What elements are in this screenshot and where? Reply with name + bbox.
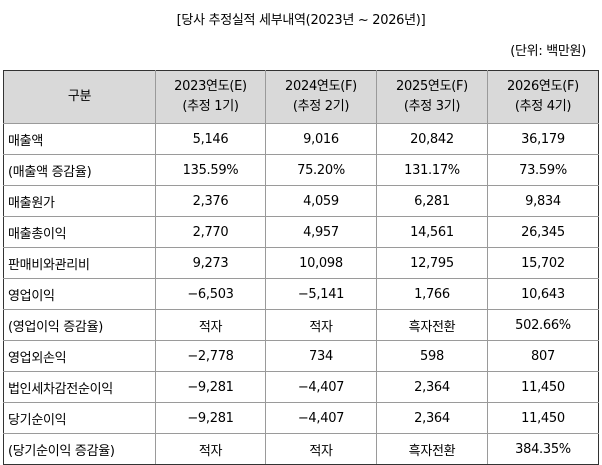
- row-label: 영업외손익: [3, 340, 156, 372]
- column-header-2025: 2025연도(F) (추정 3기): [376, 70, 488, 124]
- column-year: 2026연도(F): [507, 79, 579, 94]
- table-cell: 11,450: [487, 402, 599, 434]
- table-cell: 15,702: [487, 247, 599, 279]
- row-label: (영업이익 증감율): [3, 309, 156, 341]
- row-label: 매출원가: [3, 185, 156, 217]
- table-cell: 4,059: [265, 185, 377, 217]
- table-cell: 흑자전환: [376, 433, 488, 465]
- column-year: 2024연도(F): [285, 79, 357, 94]
- table-cell: 502.66%: [487, 309, 599, 341]
- table-cell: 75.20%: [265, 154, 377, 186]
- table-cell: 73.59%: [487, 154, 599, 186]
- table-row: (영업이익 증감율) 적자 적자 흑자전환 502.66%: [3, 309, 599, 341]
- table-header-row: 구분 2023연도(E) (추정 1기) 2024연도(F) (추정 2기) 2…: [3, 70, 599, 124]
- table-cell: 9,834: [487, 185, 599, 217]
- table-cell: 적자: [265, 433, 377, 465]
- table-row: 영업이익 −6,503 −5,141 1,766 10,643: [3, 278, 599, 310]
- table-cell: 2,364: [376, 371, 488, 403]
- table-cell: 11,450: [487, 371, 599, 403]
- table-row: (매출액 증감율) 135.59% 75.20% 131.17% 73.59%: [3, 154, 599, 186]
- table-cell: −4,407: [265, 371, 377, 403]
- table-row: 당기순이익 −9,281 −4,407 2,364 11,450: [3, 402, 599, 434]
- row-label: 판매비와관리비: [3, 247, 156, 279]
- column-year: 2025연도(F): [396, 79, 468, 94]
- row-label: 매출총이익: [3, 216, 156, 248]
- column-note: (추정 1기): [182, 99, 239, 114]
- table-cell: 적자: [155, 433, 266, 465]
- table-row: 판매비와관리비 9,273 10,098 12,795 15,702: [3, 247, 599, 279]
- table-cell: 26,345: [487, 216, 599, 248]
- table-cell: 131.17%: [376, 154, 488, 186]
- table-cell: 36,179: [487, 123, 599, 155]
- table-cell: −4,407: [265, 402, 377, 434]
- table-row: 법인세차감전순이익 −9,281 −4,407 2,364 11,450: [3, 371, 599, 403]
- table-cell: −5,141: [265, 278, 377, 310]
- table-cell: 12,795: [376, 247, 488, 279]
- table-row: 매출원가 2,376 4,059 6,281 9,834: [3, 185, 599, 217]
- column-header-2023: 2023연도(E) (추정 1기): [155, 70, 266, 124]
- column-note: (추정 4기): [514, 99, 572, 114]
- table-cell: 807: [487, 340, 599, 372]
- column-note: (추정 3기): [403, 99, 461, 114]
- table-cell: 6,281: [376, 185, 488, 217]
- table-row: 매출액 5,146 9,016 20,842 36,179: [3, 123, 599, 155]
- table-cell: 2,364: [376, 402, 488, 434]
- table-cell: 135.59%: [155, 154, 266, 186]
- row-label: (당기순이익 증감율): [3, 433, 156, 465]
- table-cell: −2,778: [155, 340, 266, 372]
- column-header-2026: 2026연도(F) (추정 4기): [487, 70, 599, 124]
- table-cell: 10,098: [265, 247, 377, 279]
- table-row: 매출총이익 2,770 4,957 14,561 26,345: [3, 216, 599, 248]
- table-cell: 적자: [155, 309, 266, 341]
- row-label: 법인세차감전순이익: [3, 371, 156, 403]
- column-note: (추정 2기): [292, 99, 350, 114]
- table-row: 영업외손익 −2,778 734 598 807: [3, 340, 599, 372]
- table-cell: 384.35%: [487, 433, 599, 465]
- table-cell: 9,273: [155, 247, 266, 279]
- table-cell: 20,842: [376, 123, 488, 155]
- table-cell: 흑자전환: [376, 309, 488, 341]
- table-cell: 5,146: [155, 123, 266, 155]
- corner-header: 구분: [3, 70, 156, 124]
- report-title: [당사 추정실적 세부내역(2023년 ~ 2026년)]: [176, 13, 426, 28]
- table-cell: 9,016: [265, 123, 377, 155]
- row-label: 매출액: [3, 123, 156, 155]
- table-cell: −9,281: [155, 402, 266, 434]
- column-year: 2023연도(E): [174, 79, 247, 94]
- table-row: (당기순이익 증감율) 적자 적자 흑자전환 384.35%: [3, 433, 599, 465]
- table-cell: 2,376: [155, 185, 266, 217]
- table-cell: 14,561: [376, 216, 488, 248]
- row-label: (매출액 증감율): [3, 154, 156, 186]
- table-cell: 1,766: [376, 278, 488, 310]
- table-cell: 4,957: [265, 216, 377, 248]
- row-label: 영업이익: [3, 278, 156, 310]
- row-label: 당기순이익: [3, 402, 156, 434]
- table-cell: 적자: [265, 309, 377, 341]
- unit-label: (단위: 백만원): [510, 44, 586, 59]
- table-cell: 734: [265, 340, 377, 372]
- table-cell: −9,281: [155, 371, 266, 403]
- table-cell: 598: [376, 340, 488, 372]
- table-cell: 2,770: [155, 216, 266, 248]
- estimated-results-table: 구분 2023연도(E) (추정 1기) 2024연도(F) (추정 2기) 2…: [3, 70, 599, 465]
- column-header-2024: 2024연도(F) (추정 2기): [265, 70, 377, 124]
- table-cell: 10,643: [487, 278, 599, 310]
- table-cell: −6,503: [155, 278, 266, 310]
